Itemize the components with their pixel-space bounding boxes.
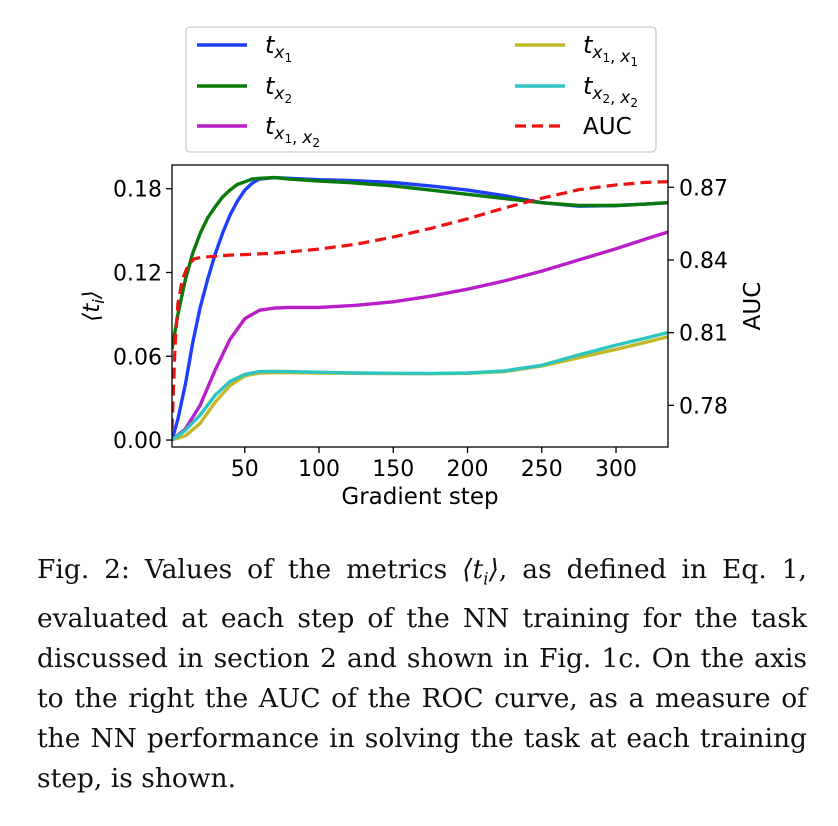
y-axis-right: 0.78 0.81 0.84 0.87 <box>668 176 728 419</box>
legend-label-0: tx1 <box>265 31 292 65</box>
series-line-0 <box>172 175 668 441</box>
legend-label-1: tx2 <box>265 72 292 106</box>
y-axis-left: 0.00 0.06 0.12 0.18 <box>113 178 172 454</box>
y-axis-right-title: AUC <box>740 282 766 331</box>
figure-caption: Fig. 2: Values of the metrics ⟨ti⟩, as d… <box>37 550 807 799</box>
plot-frame <box>171 164 669 448</box>
caption-metric: ⟨ti⟩ <box>462 554 499 590</box>
series-layer <box>172 175 668 442</box>
x-tick-label-5: 300 <box>595 457 637 482</box>
legend-frame <box>185 26 657 153</box>
series-line-5 <box>172 180 668 430</box>
legend-label-2: tx1, x2 <box>265 112 320 150</box>
legend-label-5: AUC <box>583 114 632 140</box>
y-tick-label-1: 0.06 <box>113 345 162 370</box>
series-line-1 <box>172 175 668 350</box>
x-axis-title: Gradient step <box>341 484 498 510</box>
x-axis: 50 100 150 200 250 300 <box>231 447 637 482</box>
x-tick-label-4: 250 <box>521 457 563 482</box>
caption-body: , as defined in Eq. 1, evaluated at each… <box>37 554 807 795</box>
x-tick-label-3: 200 <box>447 457 489 482</box>
y-axis-title: ⟨ti⟩ <box>79 290 108 321</box>
y-tick-label-0: 0.00 <box>113 429 162 454</box>
y-tick-label-3: 0.18 <box>113 178 162 203</box>
caption-prefix: Fig. 2: Values of the metrics <box>37 554 463 585</box>
y2-tick-label-0: 0.78 <box>679 394 728 419</box>
x-tick-label-1: 100 <box>298 457 340 482</box>
series-line-4 <box>172 330 668 442</box>
series-line-2 <box>172 230 668 442</box>
x-tick-label-0: 50 <box>231 457 259 482</box>
legend-label-4: tx2, x2 <box>583 72 638 110</box>
y2-tick-label-1: 0.81 <box>679 322 728 347</box>
legend-label-3: tx1, x1 <box>583 31 638 69</box>
y2-tick-label-3: 0.87 <box>679 176 728 201</box>
y2-tick-label-2: 0.84 <box>679 249 728 274</box>
y-tick-label-2: 0.12 <box>113 261 162 286</box>
x-tick-label-2: 150 <box>372 457 414 482</box>
